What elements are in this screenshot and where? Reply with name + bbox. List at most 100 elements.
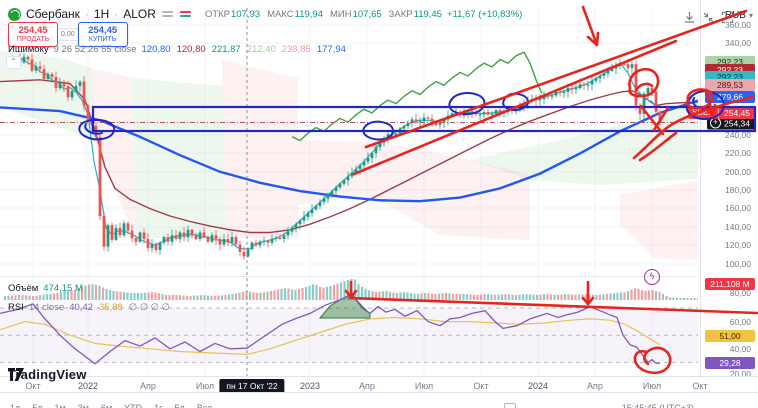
price-tick-label: 340,00: [725, 38, 751, 48]
ohlc-value: 119,45: [413, 8, 442, 20]
ohlc-item: МИН107,65: [330, 9, 382, 20]
price-tick-label: 160,00: [725, 203, 751, 213]
range-buttons: 1д 5д 1м 3м 6м YTD 1г 5л Все: [10, 403, 212, 408]
time-label: Окт: [473, 381, 489, 391]
price-tick-label: 20,00: [729, 369, 751, 379]
buy-button[interactable]: 254,45 КУПИТЬ: [77, 22, 128, 47]
time-label: 2024: [527, 381, 549, 391]
price-chip: 289,53: [705, 79, 755, 91]
symbol-header: Сбербанк · 1H · ALOR ОТКР107,93 МАКС119,9…: [8, 7, 522, 21]
spread-value: 0,00: [58, 28, 78, 41]
price-chip: 29,28: [705, 357, 755, 369]
tradingview-wordmark: TradingView: [8, 367, 87, 382]
position-tag[interactable]: SBER: [688, 107, 718, 119]
plus-icon[interactable]: +: [710, 117, 721, 129]
plot-area: [0, 8, 698, 376]
symbol-name[interactable]: Сбербанк: [26, 7, 80, 21]
time-label: Апр: [359, 381, 375, 391]
ohlc-item: ОТКР107,93: [205, 9, 260, 20]
sell-label: ПРОДАТЬ: [16, 36, 50, 43]
ohlc-label: ОТКР: [204, 8, 231, 20]
range-button[interactable]: 1г: [154, 403, 163, 408]
sell-price: 254,45: [18, 25, 48, 36]
price-tick-label: 40,00: [729, 344, 751, 354]
price-scale[interactable]: RUB ▾ 360,00 340,00 240,00 220,00 200,00 180,…: [688, 0, 758, 393]
time-label: Июл: [195, 381, 215, 391]
ichimoku-params: 9 26 52 26 55 close: [53, 44, 137, 55]
ichimoku-name: Ишимоку: [8, 44, 49, 55]
time-label: Июл: [642, 381, 662, 391]
rsi-name: RSI: [8, 302, 24, 313]
price-tick-label: 140,00: [725, 222, 751, 232]
price-tick-label: 120,00: [725, 240, 751, 250]
calendar-icon[interactable]: [504, 403, 516, 408]
time-axis[interactable]: Окт 2022 Апр Июл 2023 Апр Июл Окт 2024 Апр Июл Окт …: [0, 376, 758, 393]
price-tick-label: 220,00: [725, 148, 751, 158]
range-button[interactable]: 1м: [54, 403, 66, 408]
collapse-icon[interactable]: [702, 11, 715, 24]
change-value: +11,67 (+10,83%): [446, 8, 523, 20]
time-label: Июл: [414, 381, 434, 391]
ohlc-value: 107,93: [231, 8, 261, 20]
rsi-legend[interactable]: RSI 14 close 40,42 35,88 ∅ ∅ ∅ ∅: [8, 302, 170, 313]
ichimoku-value: 120,80: [141, 44, 171, 55]
ohlc-value: 119,94: [294, 8, 323, 20]
tradingview-logo-icon: [8, 368, 24, 381]
price-tick-label: 80,00: [729, 288, 751, 298]
rsi-value: 35,88: [99, 302, 123, 313]
range-button[interactable]: 1д: [10, 403, 21, 408]
time-label: 2022: [77, 381, 99, 391]
position-price: 254,45: [718, 107, 755, 119]
chart-toolbar: [683, 11, 734, 24]
price-tick-label: 240,00: [725, 130, 751, 140]
ohlc-value: 107,65: [352, 8, 382, 20]
volume-legend[interactable]: Объём 474,15 M: [8, 283, 83, 294]
clock-label[interactable]: 15:45:45 (UTC+3): [621, 403, 694, 408]
volume-value: 474,15 M: [43, 283, 83, 294]
candle-style-icon[interactable]: [161, 11, 173, 17]
sell-button[interactable]: 254,45 ПРОДАТЬ: [8, 22, 58, 47]
legend-collapse-icon[interactable]: ⌃: [6, 56, 21, 69]
range-button[interactable]: 5д: [32, 403, 43, 408]
separator-dot: ·: [84, 7, 89, 21]
ohlc-label: ЗАКР: [388, 8, 413, 20]
time-label: 2023: [299, 381, 321, 391]
ichimoku-value: 212,40: [246, 44, 276, 55]
time-label: Апр: [587, 381, 603, 391]
ichimoku-values: 120,80 120,80 221,87 212,40 238,85 177,94: [142, 44, 346, 55]
last-price-row: SBER 254,45: [688, 107, 755, 119]
range-button[interactable]: 6м: [100, 403, 113, 408]
ohlc-item: МАКС119,94: [267, 9, 323, 20]
rsi-value: 40,42: [69, 302, 94, 313]
ichimoku-value: 238,85: [281, 44, 311, 55]
time-label: Окт: [692, 381, 708, 391]
time-label: Окт: [25, 381, 41, 391]
tradingview-logo[interactable]: TradingView: [8, 367, 87, 382]
chevron-down-icon: ▾: [748, 11, 753, 20]
flash-order-icon[interactable]: ϟ: [644, 269, 660, 285]
buy-label: КУПИТЬ: [88, 36, 117, 43]
range-button[interactable]: 5л: [174, 403, 185, 408]
price-chip: 279,66: [705, 91, 755, 103]
ohlc-item: ЗАКР119,45: [389, 9, 442, 20]
ichimoku-value: 120,80: [176, 44, 206, 55]
ichimoku-value: 221,87: [211, 44, 241, 55]
volume-name: Объём: [8, 283, 39, 294]
range-button[interactable]: Все: [196, 403, 213, 408]
price-tick-label: 100,00: [725, 259, 751, 269]
indicator-style-icon[interactable]: [179, 11, 191, 17]
interval-button[interactable]: 1H: [93, 7, 110, 21]
price-tick-label: 60,00: [729, 317, 751, 327]
download-icon[interactable]: [683, 11, 696, 24]
ohlc-label: МИН: [329, 8, 352, 20]
range-button[interactable]: YTD: [124, 403, 143, 408]
ohlc-values: ОТКР107,93 МАКС119,94 МИН107,65 ЗАКР119,45: [205, 9, 442, 20]
last-price-value: 254,34: [724, 118, 750, 128]
range-button[interactable]: 3м: [77, 403, 89, 408]
exchange-name[interactable]: ALOR: [123, 7, 156, 21]
fullscreen-icon[interactable]: [721, 11, 734, 24]
time-label: Апр: [140, 381, 156, 391]
ichimoku-legend[interactable]: Ишимоку 9 26 52 26 55 close 120,80 120,80…: [8, 44, 346, 55]
